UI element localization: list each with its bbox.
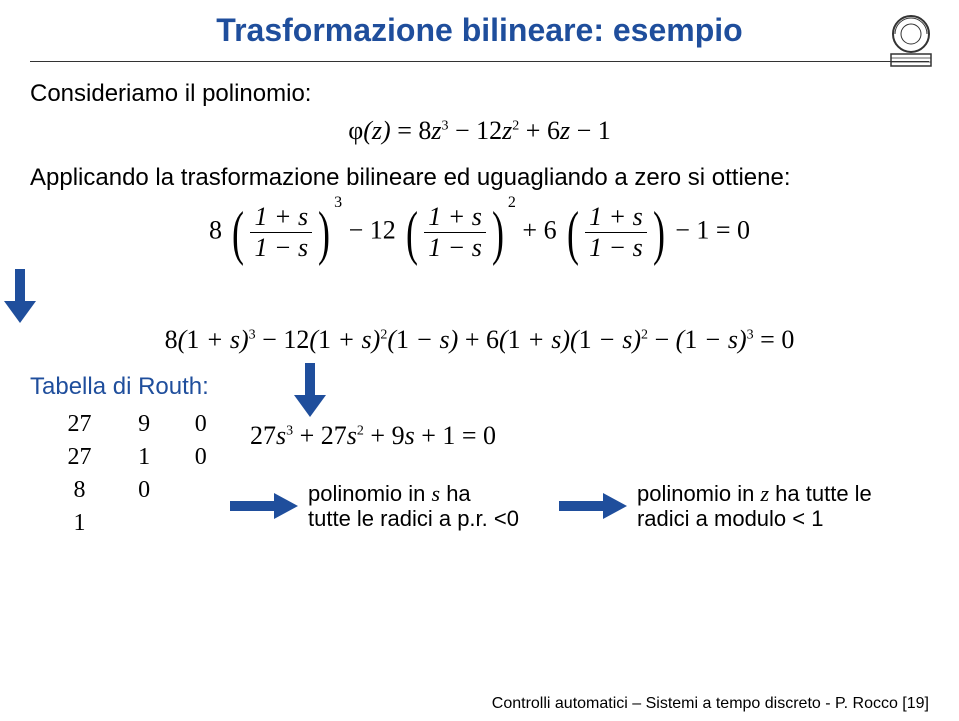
table-row: 2710 (44, 442, 228, 473)
annotation-s: polinomio in s ha tutte le radici a p.r.… (308, 481, 519, 532)
arrow-down-icon (290, 363, 330, 419)
bilinear-equation: 8 ( 1 + s1 − s ) 3 − 12 ( 1 + s1 − s ) 2… (0, 202, 959, 263)
institution-logo (881, 10, 941, 70)
arrow-down-icon (0, 269, 40, 325)
poly-s-equation: 27s3 + 27s2 + 9s + 1 = 0 (250, 421, 959, 451)
annotation-z: polinomio in z ha tutte le radici a modu… (637, 481, 872, 532)
table-row: 2790 (44, 409, 228, 440)
expanded-equation: 8(1 + s)3 − 12(1 + s)2(1 − s) + 6(1 + s)… (0, 325, 959, 355)
arrow-right-icon (559, 491, 629, 521)
arrow-right-icon (230, 491, 300, 521)
intro-2: Applicando la trasformazione bilineare e… (30, 164, 929, 192)
intro-1: Consideriamo il polinomio: (30, 80, 929, 108)
footer-text: Controlli automatici – Sistemi a tempo d… (492, 695, 929, 713)
table-row: 1 (44, 508, 228, 539)
page-title: Trasformazione bilineare: esempio (0, 0, 959, 49)
phi-equation: φ(z) = 8z3 − 12z2 + 6z − 1 (0, 116, 959, 146)
routh-table: 2790 2710 80 1 (42, 407, 230, 541)
routh-label: Tabella di Routh: (30, 373, 230, 401)
table-row: 80 (44, 475, 228, 506)
title-rule (30, 61, 929, 62)
